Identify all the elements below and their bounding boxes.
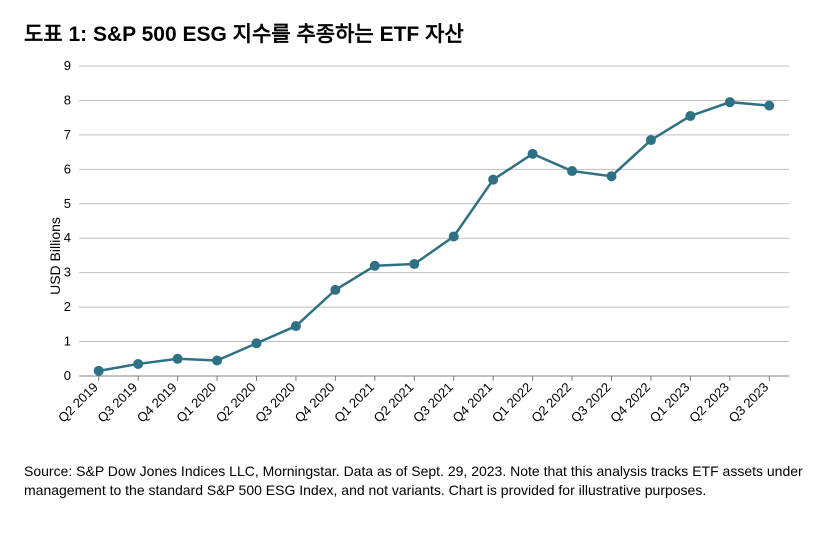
svg-text:8: 8 <box>64 92 71 107</box>
chart-container: 도표 1: S&P 500 ESG 지수를 추종하는 ETF 자산 USD Bi… <box>0 0 827 512</box>
svg-text:2: 2 <box>64 299 71 314</box>
chart-title: 도표 1: S&P 500 ESG 지수를 추종하는 ETF 자산 <box>24 18 803 48</box>
svg-text:6: 6 <box>64 161 71 176</box>
svg-text:Q3 2023: Q3 2023 <box>726 380 772 426</box>
chart-footnote: Source: S&P Dow Jones Indices LLC, Morni… <box>24 462 803 500</box>
svg-text:Q1 2023: Q1 2023 <box>647 380 693 426</box>
svg-text:4: 4 <box>64 230 71 245</box>
chart-area: USD Billions 0123456789Q2 2019Q3 2019Q4 … <box>24 56 804 456</box>
svg-text:Q4 2019: Q4 2019 <box>134 380 180 426</box>
svg-text:Q3 2021: Q3 2021 <box>410 380 456 426</box>
svg-text:Q1 2022: Q1 2022 <box>489 380 535 426</box>
svg-text:Q3 2020: Q3 2020 <box>252 380 298 426</box>
svg-text:Q2 2020: Q2 2020 <box>213 380 259 426</box>
svg-text:5: 5 <box>64 196 71 211</box>
svg-text:1: 1 <box>64 334 71 349</box>
y-axis-label: USD Billions <box>47 217 63 295</box>
svg-text:Q2 2022: Q2 2022 <box>528 380 574 426</box>
svg-text:7: 7 <box>64 127 71 142</box>
svg-text:Q2 2023: Q2 2023 <box>686 380 732 426</box>
svg-text:Q1 2020: Q1 2020 <box>173 380 219 426</box>
svg-text:Q4 2022: Q4 2022 <box>607 380 653 426</box>
svg-text:0: 0 <box>64 368 71 383</box>
svg-text:Q2 2019: Q2 2019 <box>55 380 101 426</box>
svg-text:9: 9 <box>64 58 71 73</box>
svg-text:Q3 2022: Q3 2022 <box>568 380 614 426</box>
svg-text:Q2 2021: Q2 2021 <box>371 380 417 426</box>
svg-text:Q3 2019: Q3 2019 <box>94 380 140 426</box>
line-chart-svg: 0123456789Q2 2019Q3 2019Q4 2019Q1 2020Q2… <box>24 56 804 456</box>
svg-text:Q1 2021: Q1 2021 <box>331 380 377 426</box>
svg-text:Q4 2021: Q4 2021 <box>449 380 495 426</box>
svg-text:Q4 2020: Q4 2020 <box>292 380 338 426</box>
svg-text:3: 3 <box>64 265 71 280</box>
